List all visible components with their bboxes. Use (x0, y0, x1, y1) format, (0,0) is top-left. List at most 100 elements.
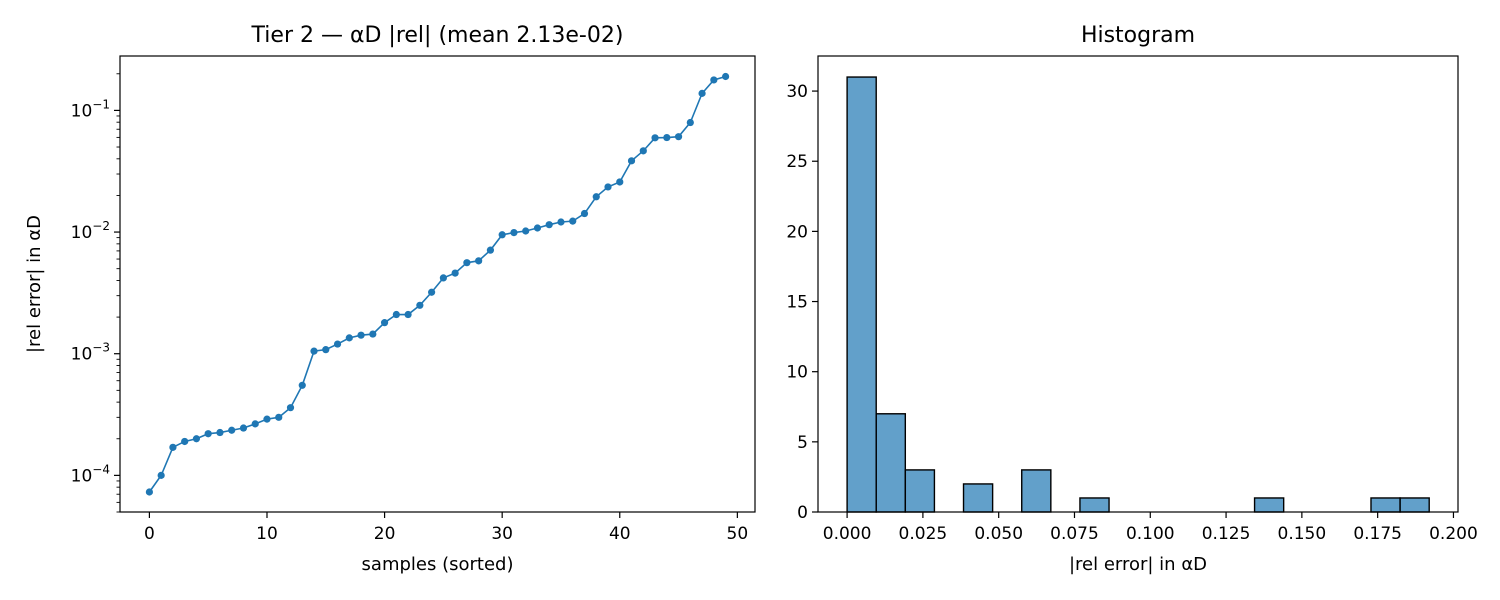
data-point (228, 426, 236, 434)
y-tick-label: 0 (797, 503, 808, 523)
data-point (604, 183, 612, 191)
data-point (416, 301, 424, 309)
x-tick-label: 0.000 (823, 524, 872, 544)
data-point (428, 288, 436, 296)
histogram-x-axis-label: |rel error| in αD (1069, 554, 1207, 575)
histogram-bar (846, 76, 877, 513)
y-tick-label: 20 (786, 222, 808, 242)
y-tick-label: 10−3 (71, 341, 110, 365)
data-point (157, 471, 165, 479)
data-point (569, 217, 577, 225)
histogram-bar (875, 413, 907, 513)
data-point (627, 157, 636, 165)
data-point (263, 415, 271, 423)
data-point (439, 274, 447, 282)
y-tick-label: 10−4 (71, 462, 110, 486)
data-point (522, 227, 530, 235)
y-tick-label: 5 (797, 433, 808, 453)
y-tick-label: 15 (786, 293, 808, 313)
data-point (639, 147, 647, 155)
x-tick-label: 0.200 (1429, 524, 1478, 544)
line-chart-x-ticks: 0 10 20 30 40 50 (144, 512, 748, 544)
data-point (510, 228, 518, 237)
data-point (298, 381, 306, 389)
data-point (486, 246, 495, 254)
histogram-bar (1399, 497, 1430, 513)
data-point (204, 430, 212, 438)
data-point (451, 269, 459, 277)
data-point (286, 404, 295, 412)
histogram-x-ticks: 0.000 0.025 0.050 0.075 0.100 0.125 0.150 0.175… (823, 512, 1478, 544)
data-point (216, 428, 224, 437)
y-tick-label: 10 (786, 363, 808, 383)
x-tick-label: 0.150 (1278, 524, 1327, 544)
x-tick-label: 0.050 (974, 524, 1023, 544)
data-point (333, 340, 342, 348)
data-point (392, 310, 400, 319)
data-point (698, 89, 706, 97)
data-point (169, 443, 177, 451)
data-point (475, 257, 483, 265)
data-point (310, 347, 318, 355)
x-tick-label: 40 (609, 524, 631, 544)
x-tick-label: 50 (727, 524, 749, 544)
x-tick-label: 0.175 (1353, 524, 1402, 544)
histogram-bar (1021, 469, 1052, 513)
histogram-bar (1079, 497, 1110, 513)
data-point (369, 330, 377, 338)
x-tick-label: 20 (374, 524, 396, 544)
x-tick-label: 0.075 (1050, 524, 1099, 544)
data-point (380, 319, 389, 327)
y-tick-label: 30 (786, 82, 808, 102)
data-point (275, 413, 283, 421)
x-tick-label: 10 (256, 524, 278, 544)
data-point (181, 437, 189, 446)
data-point (686, 118, 694, 127)
data-point (251, 420, 259, 428)
x-tick-label: 0 (144, 524, 155, 544)
y-tick-label: 10−2 (71, 219, 110, 243)
histogram-bar (1253, 497, 1285, 513)
histogram-bar (904, 469, 936, 513)
data-point (663, 133, 671, 142)
line-chart-title: Tier 2 — αD |rel| (mean 2.13e-02) (251, 23, 624, 48)
line-chart-plot-area (145, 72, 730, 496)
line-chart-y-ticks: 10−4 10−3 10−2 10−1 (71, 73, 120, 513)
data-point (557, 218, 565, 226)
data-point (345, 334, 353, 342)
data-point (592, 193, 600, 201)
line-chart-frame (119, 55, 756, 513)
data-point (651, 134, 659, 142)
data-point (722, 72, 730, 81)
histogram-y-ticks: 0 5 10 15 20 25 30 (786, 82, 818, 523)
line-chart-panel: Tier 2 — αD |rel| (mean 2.13e-02) 0 10 20 3… (24, 23, 756, 575)
y-tick-label: 10−1 (71, 97, 110, 121)
line-chart-y-axis-label: |rel error| in αD (24, 215, 45, 353)
data-point (710, 76, 718, 84)
data-point (192, 435, 201, 443)
histogram-plot-area (846, 76, 1430, 513)
data-point (580, 209, 589, 218)
x-tick-label: 0.100 (1126, 524, 1175, 544)
data-point (533, 224, 542, 232)
histogram-bar (1370, 497, 1401, 513)
data-point (357, 331, 365, 339)
data-point (322, 346, 330, 354)
x-tick-label: 0.025 (899, 524, 948, 544)
histogram-title: Histogram (1081, 23, 1195, 48)
data-point (498, 231, 506, 239)
data-point (545, 221, 553, 229)
y-tick-label: 25 (786, 152, 808, 172)
histogram-bar (962, 483, 994, 513)
x-tick-label: 0.125 (1202, 524, 1251, 544)
line-chart-x-axis-label: samples (sorted) (362, 554, 514, 575)
data-point (145, 488, 153, 496)
x-tick-label: 30 (491, 524, 513, 544)
data-point (674, 133, 683, 141)
data-point (404, 310, 412, 319)
data-point (616, 178, 624, 186)
histogram-panel: Histogram 0.000 0.025 0.050 0.075 0.100 0.125… (786, 23, 1477, 575)
data-point (463, 259, 471, 267)
